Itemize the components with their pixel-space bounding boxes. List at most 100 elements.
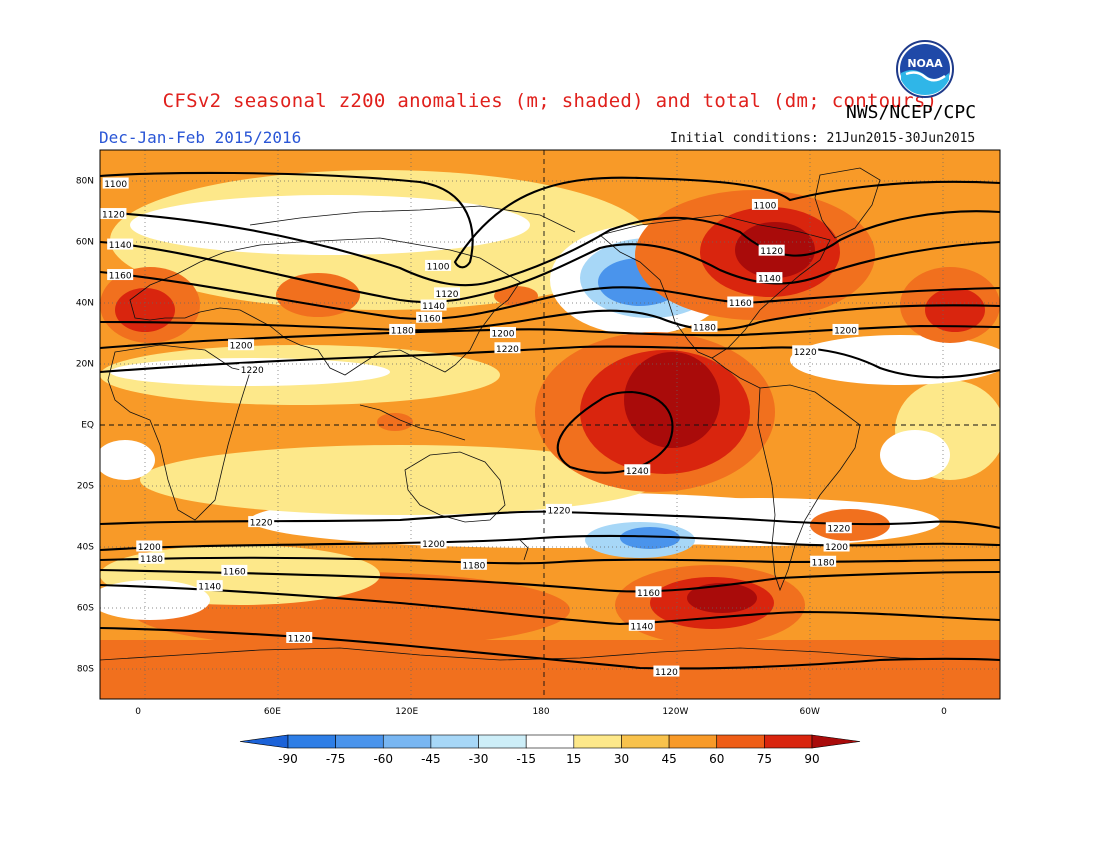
contour-label: 1200: [489, 327, 516, 340]
shade-patch: [790, 335, 1000, 385]
contour-1240: [556, 390, 674, 474]
logo-text: NOAA: [907, 57, 943, 70]
colorbar-label: 75: [757, 752, 772, 766]
contour-label: 1200: [832, 323, 859, 336]
contour-label-text: 1160: [729, 299, 752, 309]
contour-label-box: [727, 296, 754, 308]
coastline-new-zealand: [519, 539, 529, 561]
colorbar-label: -45: [421, 752, 441, 766]
contour-label-box: [107, 269, 134, 281]
contour-label-text: 1160: [637, 589, 660, 599]
contour-label-text: 1220: [496, 345, 519, 355]
contour-label: 1220: [494, 342, 521, 355]
contour-1220-south: [100, 510, 1000, 530]
coastline-greenland: [814, 167, 881, 239]
contour-1140-south: [100, 583, 1000, 626]
contour-1120-south: [100, 626, 1000, 670]
contour-label-text: 1200: [138, 543, 161, 553]
contour-label-text: 1140: [630, 622, 653, 632]
contour-label-text: 1180: [812, 558, 835, 568]
colorbar-label: -15: [516, 752, 536, 766]
colorbar-swatch: [573, 734, 622, 749]
contour-label-box: [653, 665, 680, 677]
longitude-labels: 0 60E 120E 180 120W 60W 0: [135, 707, 947, 717]
colorbar-label: 30: [614, 752, 629, 766]
lon-label: 60W: [800, 707, 820, 717]
contour-label-text: 1120: [288, 635, 311, 645]
contour-label-box: [102, 177, 129, 189]
contour-label-box: [792, 345, 819, 357]
contour-label-box: [100, 208, 127, 220]
contour-label: 1140: [107, 238, 134, 251]
contour-label: 1100: [425, 259, 452, 272]
contour-label: 1220: [248, 516, 275, 529]
contour-label: 1120: [434, 287, 461, 300]
colorbar-swatch: [478, 734, 527, 749]
contour-label-text: 1180: [140, 555, 163, 565]
shade-patch: [100, 580, 210, 620]
colorbar-label: -60: [373, 752, 393, 766]
contour-1120: [100, 210, 1000, 287]
contour-label: 1200: [823, 540, 850, 553]
colorbar-label: 15: [566, 752, 581, 766]
contour-label: 1200: [136, 540, 163, 553]
lat-label: 60N: [76, 238, 94, 248]
contour-label-box: [489, 327, 516, 338]
contour-label-text: 1160: [109, 272, 132, 282]
colorbar-swatch: [239, 734, 289, 749]
contour-1220: [100, 345, 1000, 379]
height-contours: [100, 171, 1000, 670]
shade-patch: [624, 352, 720, 448]
coastline-africa: [107, 344, 251, 521]
colorbar-label: 90: [804, 752, 819, 766]
contour-label-text: 1120: [655, 668, 678, 678]
colorbar-swatch: [621, 734, 670, 749]
shade-patch: [140, 445, 660, 515]
contour-label: 1160: [416, 311, 443, 324]
contour-label-box: [420, 299, 447, 311]
contour-1140: [100, 240, 1000, 304]
colorbar-labels: -90 -75 -60 -45 -30 -15 15 30 45 60 75 90: [278, 752, 819, 766]
colorbar-swatch: [668, 734, 718, 749]
colorbar-label: 60: [709, 752, 724, 766]
contour-labels: 1100112011401160120012201100112011401160…: [100, 177, 859, 678]
coastline-europe-asia: [129, 237, 521, 376]
contour-label-text: 1220: [794, 348, 817, 358]
contour-label-box: [248, 516, 275, 528]
lat-label: EQ: [81, 421, 94, 431]
shade-patch: [377, 413, 413, 431]
contour-label-box: [460, 558, 487, 570]
colorbar-swatch: [382, 734, 432, 749]
contour-label-text: 1140: [422, 302, 445, 312]
contour-label-box: [810, 555, 837, 567]
shade-patch: [687, 583, 757, 613]
contour-1160: [100, 270, 1000, 320]
contour-label-text: 1180: [462, 561, 485, 571]
contour-label-box: [825, 522, 852, 534]
lon-label: 180: [532, 707, 549, 717]
contour-label: 1140: [196, 580, 223, 593]
colorbar-swatch: [335, 734, 384, 749]
shade-patch: [880, 430, 950, 480]
lat-label: 40N: [76, 299, 94, 309]
contour-label-text: 1120: [436, 290, 459, 300]
contour-label: 1180: [691, 320, 718, 333]
contour-label-box: [107, 238, 134, 250]
contour-label: 1160: [107, 269, 134, 282]
lat-label: 40S: [77, 543, 94, 553]
coastline-arctic-asia: [249, 205, 576, 233]
contour-label: 1120: [286, 632, 313, 645]
contour-label-box: [832, 323, 859, 335]
contour-label-text: 1140: [198, 583, 221, 593]
contour-label-text: 1100: [104, 180, 127, 190]
contour-label: 1180: [810, 555, 837, 568]
lon-label: 0: [135, 707, 141, 717]
contour-label-box: [434, 287, 461, 299]
contour-label: 1180: [460, 558, 487, 571]
lat-label: 80N: [76, 177, 94, 187]
lat-label: 20S: [77, 482, 94, 492]
contour-label-box: [635, 586, 662, 598]
contour-label-text: 1240: [626, 467, 649, 477]
contour-label-box: [416, 311, 443, 323]
